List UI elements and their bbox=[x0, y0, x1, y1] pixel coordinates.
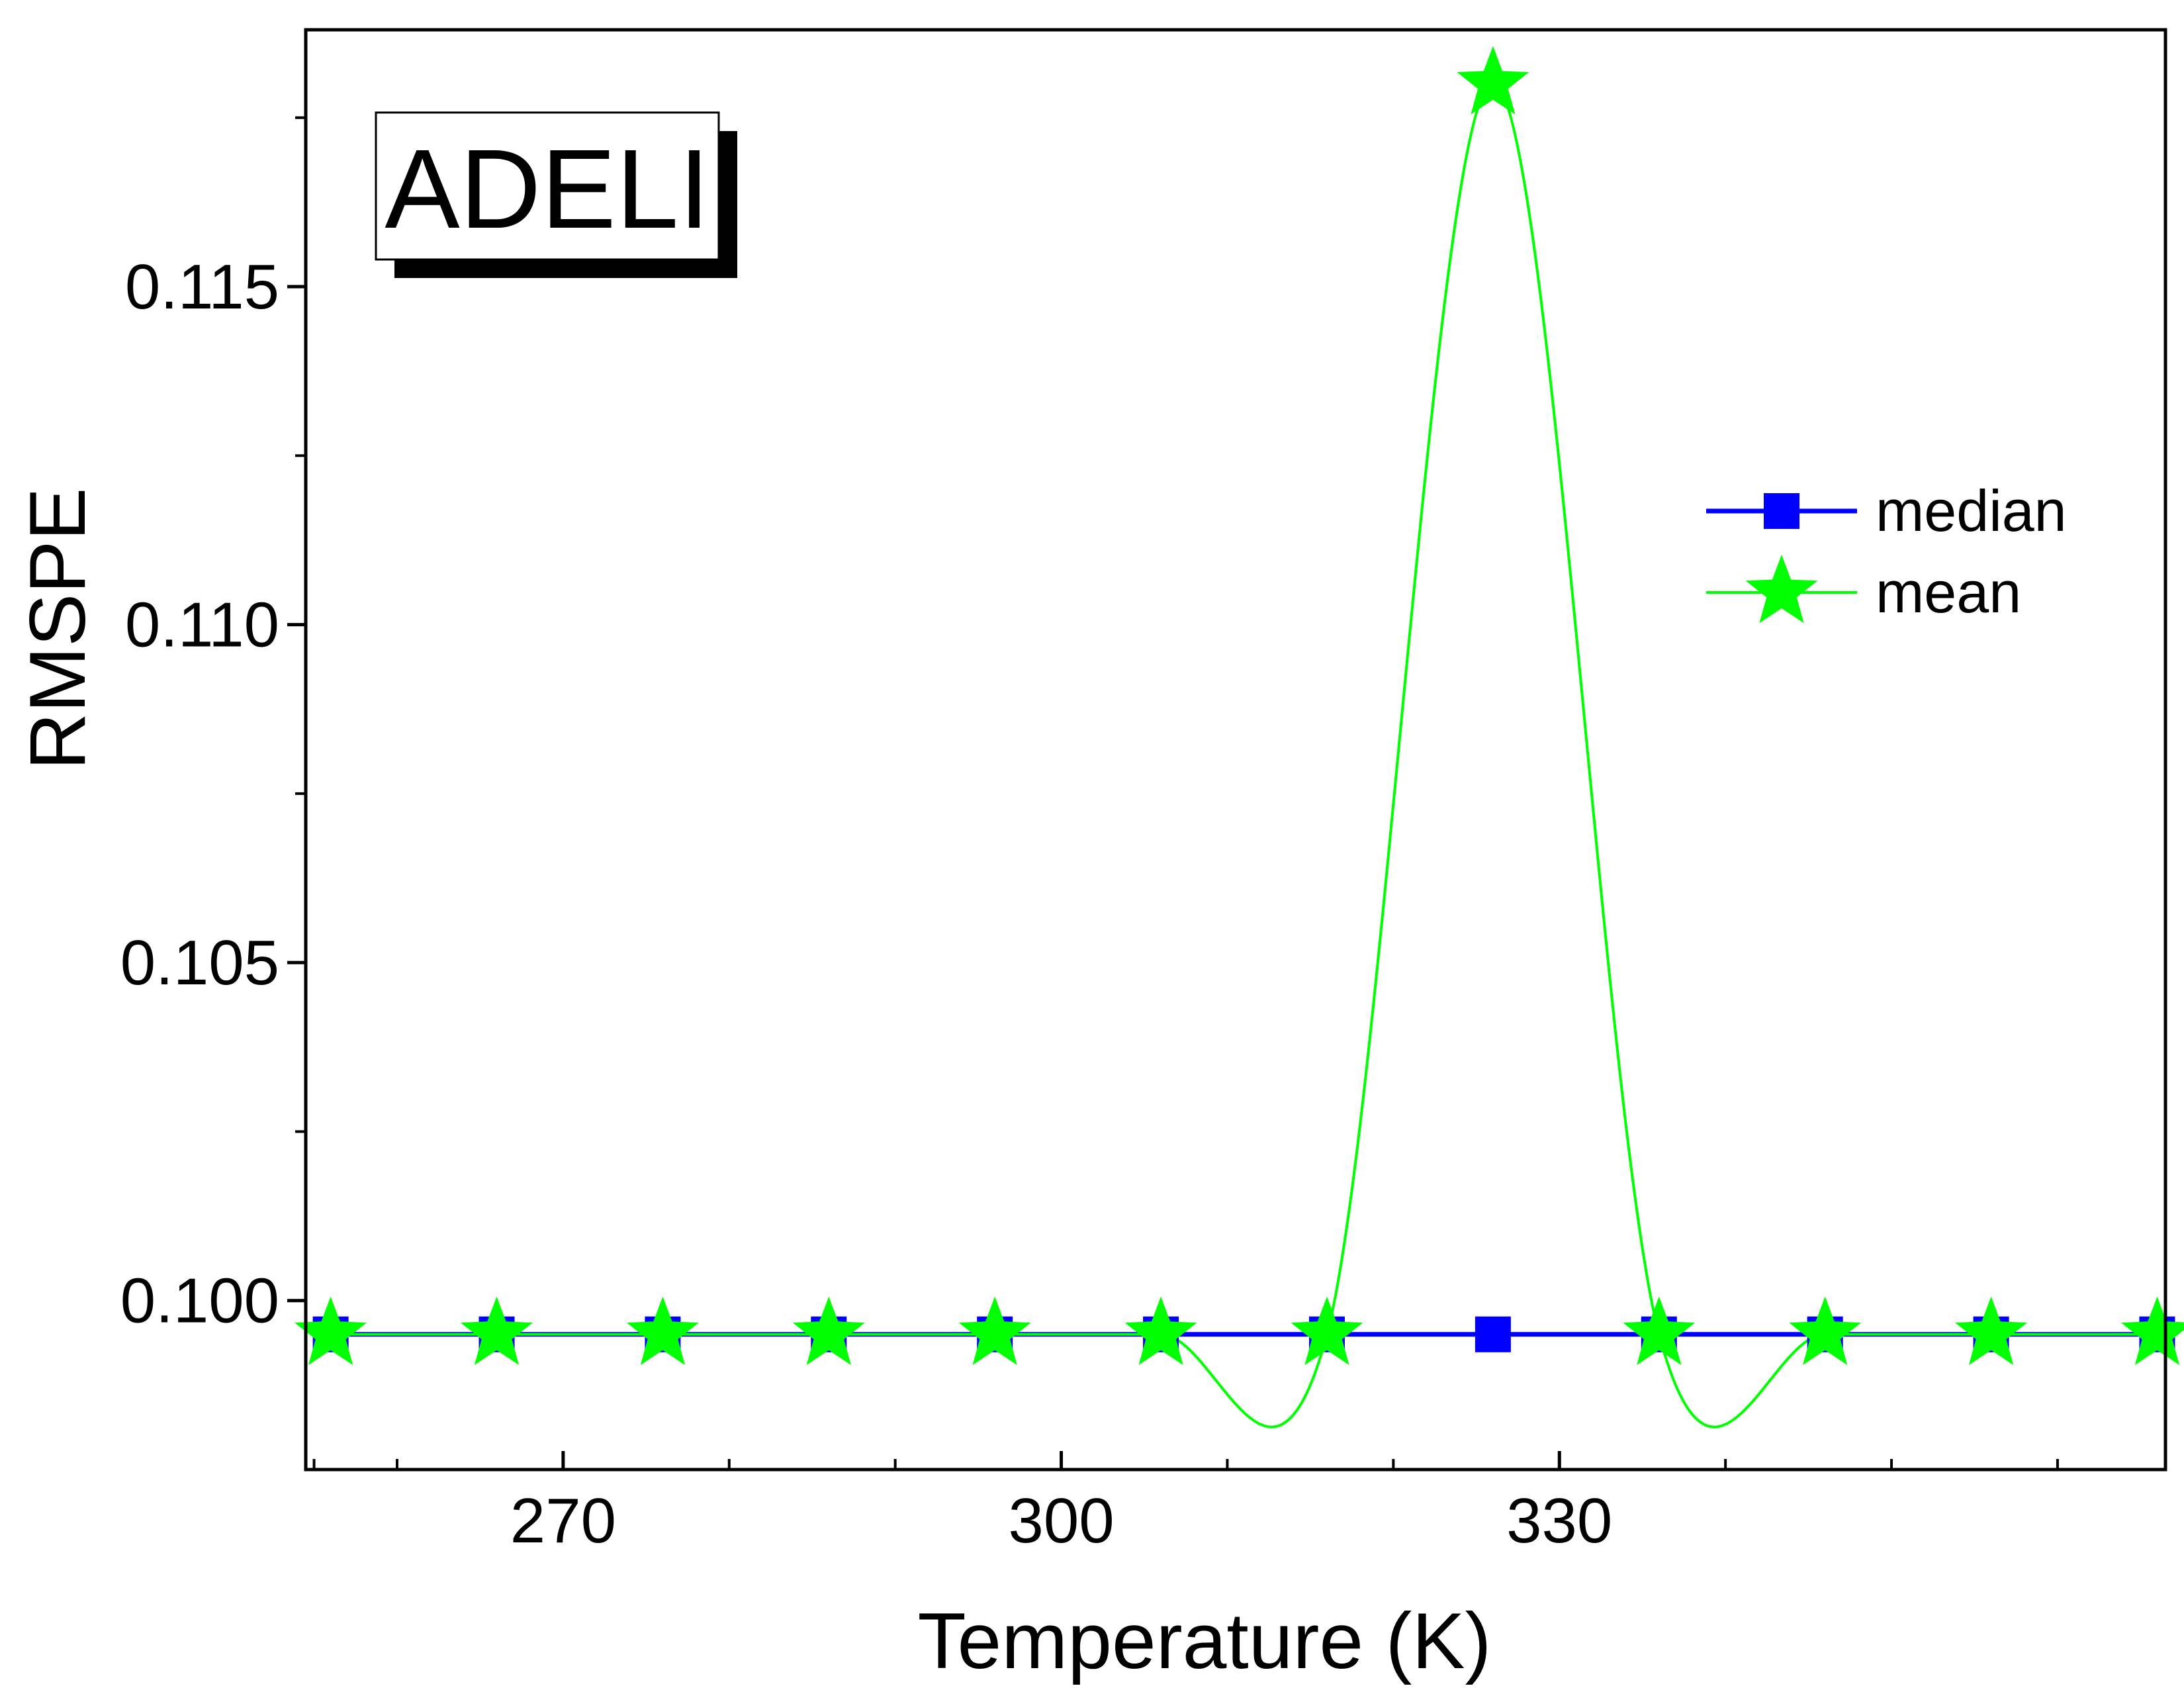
y-tick-label: 0.115 bbox=[125, 252, 279, 322]
legend-label-median: median bbox=[1876, 478, 2067, 543]
mean-data-point bbox=[2121, 1296, 2184, 1366]
x-tick-label: 330 bbox=[1506, 1485, 1612, 1556]
mean-data-point bbox=[461, 1296, 533, 1366]
mean-series-line bbox=[330, 82, 2158, 1429]
legend-marker-median bbox=[1764, 493, 1799, 529]
mean-data-point bbox=[1291, 1296, 1363, 1366]
mean-data-point bbox=[1955, 1296, 2027, 1366]
y-tick-label: 0.100 bbox=[120, 1266, 279, 1336]
x-axis-title: Temperature (K) bbox=[918, 1597, 1492, 1685]
legend-marker-mean bbox=[1745, 554, 1818, 624]
median-data-point bbox=[1475, 1316, 1511, 1352]
inset-label: ADELI bbox=[385, 126, 709, 252]
y-tick-label: 0.110 bbox=[125, 590, 279, 661]
plot-frame bbox=[304, 28, 2167, 1472]
x-tick-label: 300 bbox=[1008, 1485, 1114, 1556]
legend-label-mean: mean bbox=[1876, 559, 2021, 625]
inset-label-box: ADELI bbox=[375, 111, 737, 278]
inset-frame bbox=[375, 111, 720, 261]
legend: median mean bbox=[1706, 478, 2067, 625]
tick-labels: 270 300 330 0.100 0.105 0.110 0.115 bbox=[120, 252, 1613, 1556]
mean-data-point bbox=[1457, 46, 1529, 115]
x-tick-label: 270 bbox=[510, 1485, 616, 1556]
y-tick-label: 0.105 bbox=[120, 927, 279, 998]
y-axis-title: RMSPE bbox=[13, 488, 102, 771]
mean-data-point bbox=[792, 1296, 865, 1366]
mean-data-point bbox=[1789, 1296, 1862, 1366]
mean-data-point bbox=[1623, 1296, 1696, 1366]
mean-data-point bbox=[958, 1296, 1031, 1366]
mean-data-point bbox=[627, 1296, 699, 1366]
mean-data-point bbox=[295, 1296, 367, 1366]
data-markers bbox=[295, 46, 2184, 1366]
mean-data-point bbox=[1124, 1296, 1197, 1366]
axis-ticks bbox=[287, 116, 2059, 1470]
